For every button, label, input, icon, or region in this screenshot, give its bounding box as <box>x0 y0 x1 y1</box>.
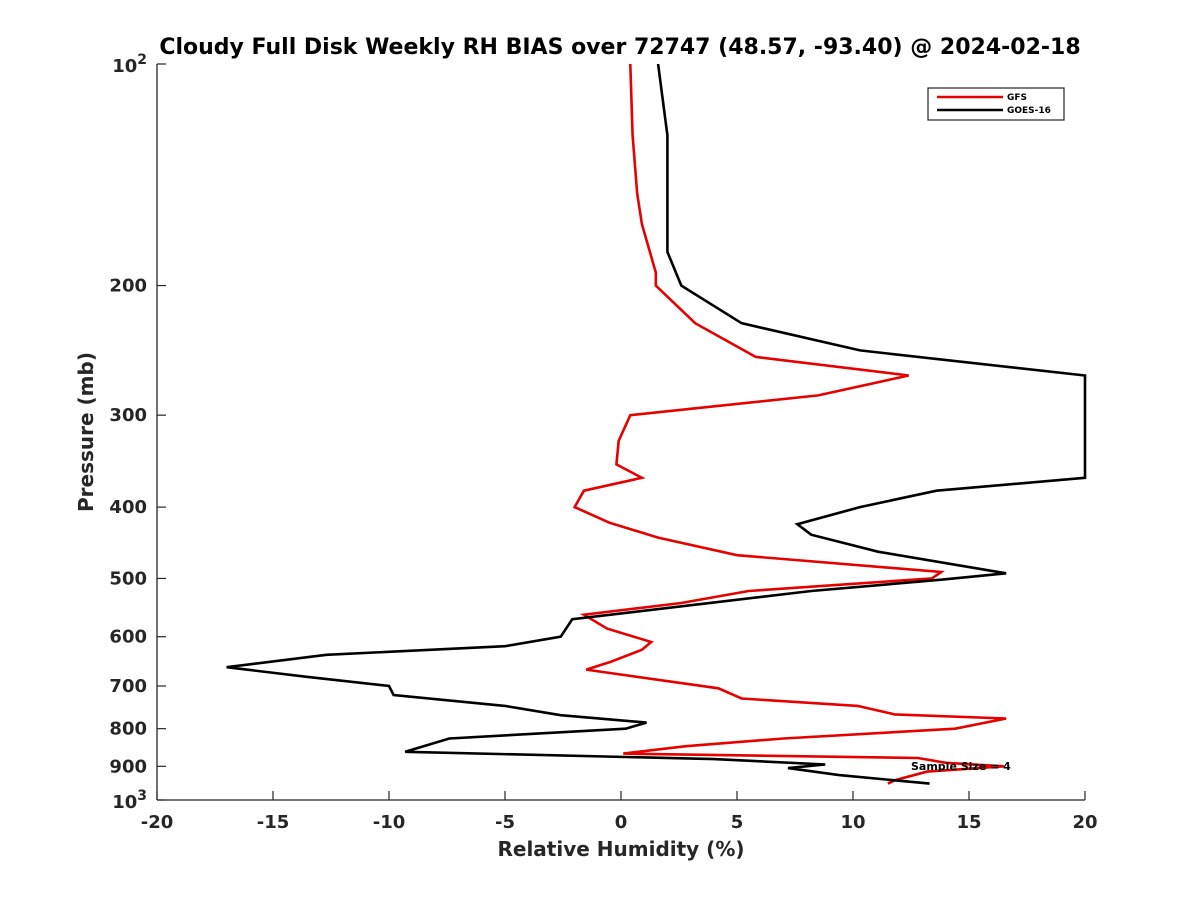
y-tick-label: 600 <box>109 627 147 648</box>
y-tick-label: 103 <box>112 788 147 813</box>
y-tick-label: 400 <box>109 497 147 518</box>
x-tick-label: 0 <box>615 812 628 833</box>
x-tick-label: 15 <box>956 812 981 833</box>
x-tick-label: 20 <box>1072 812 1097 833</box>
x-tick-label: -10 <box>373 812 406 833</box>
x-tick-label: -20 <box>141 812 174 833</box>
y-tick-label: 800 <box>109 719 147 740</box>
y-tick-label: 500 <box>109 568 147 589</box>
plot-area <box>157 64 1085 800</box>
x-tick-label: 5 <box>731 812 744 833</box>
legend-box <box>927 87 1065 121</box>
y-tick-label: 300 <box>109 405 147 426</box>
legend: GFS GOES-16 <box>927 87 1065 121</box>
series-line-gfs <box>572 63 1007 785</box>
y-tick-label: 102 <box>112 52 147 77</box>
y-tick-label: 900 <box>109 756 147 777</box>
legend-label-gfs: GFS <box>1007 93 1027 103</box>
x-tick-label: -5 <box>495 812 515 833</box>
y-axis-label: Pressure (mb) <box>74 352 98 512</box>
y-tick-label: 700 <box>109 676 147 697</box>
x-axis-label: Relative Humidity (%) <box>497 837 744 861</box>
axes-layer: -20 -15 -10 -5 0 5 10 15 20 102 200 300 400 500 600 700… <box>109 52 1097 833</box>
series-line-goes-16 <box>226 63 1087 785</box>
sample-size-annotation: Sample Size = 4 <box>911 760 1011 773</box>
x-tick-label: 10 <box>840 812 865 833</box>
legend-label-goes-16: GOES-16 <box>1007 106 1051 116</box>
series-layer <box>226 63 1087 785</box>
y-tick-label: 200 <box>109 276 147 297</box>
x-tick-label: -15 <box>257 812 290 833</box>
chart-title: Cloudy Full Disk Weekly RH BIAS over 727… <box>159 35 1080 60</box>
